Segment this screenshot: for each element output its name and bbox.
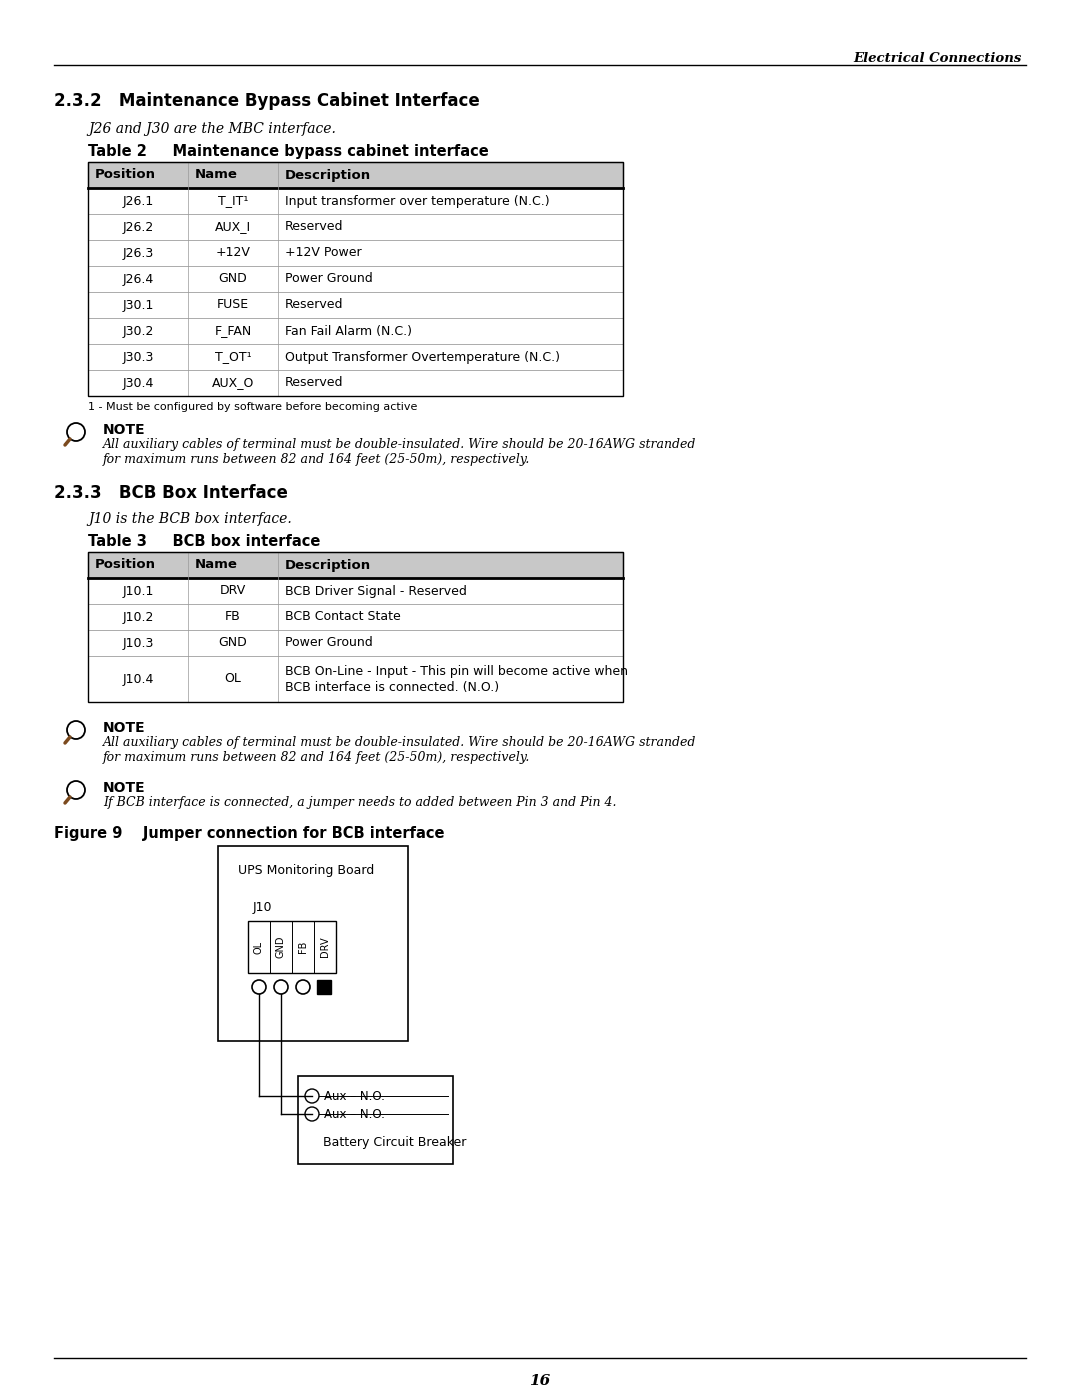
- Text: FB: FB: [298, 940, 308, 953]
- Bar: [218, 847, 408, 1041]
- Text: DRV: DRV: [220, 584, 246, 598]
- Circle shape: [67, 721, 85, 739]
- Bar: [298, 1076, 453, 1164]
- Text: J26.1: J26.1: [122, 194, 153, 208]
- Text: GND: GND: [276, 936, 286, 958]
- Text: Reserved: Reserved: [285, 299, 343, 312]
- Text: BCB Contact State: BCB Contact State: [285, 610, 401, 623]
- Text: 1 - Must be configured by software before becoming active: 1 - Must be configured by software befor…: [87, 402, 417, 412]
- Bar: [87, 162, 623, 189]
- Text: Fan Fail Alarm (N.C.): Fan Fail Alarm (N.C.): [285, 324, 411, 338]
- Bar: [248, 921, 336, 972]
- Text: Figure 9    Jumper connection for BCB interface: Figure 9 Jumper connection for BCB inter…: [54, 826, 445, 841]
- Text: J10 is the BCB box interface.: J10 is the BCB box interface.: [87, 511, 292, 527]
- Bar: [87, 214, 623, 240]
- Circle shape: [305, 1090, 319, 1104]
- Bar: [318, 981, 330, 995]
- Text: J10.2: J10.2: [122, 610, 153, 623]
- Text: J10.1: J10.1: [122, 584, 153, 598]
- Bar: [87, 344, 623, 370]
- Bar: [87, 578, 623, 604]
- Text: All auxiliary cables of terminal must be double-insulated. Wire should be 20-16A: All auxiliary cables of terminal must be…: [103, 736, 697, 764]
- Text: J26.4: J26.4: [122, 272, 153, 285]
- Bar: [87, 319, 623, 344]
- Text: 16: 16: [529, 1375, 551, 1389]
- Text: 2.3.3   BCB Box Interface: 2.3.3 BCB Box Interface: [54, 483, 288, 502]
- Bar: [87, 292, 623, 319]
- Text: 2.3.2   Maintenance Bypass Cabinet Interface: 2.3.2 Maintenance Bypass Cabinet Interfa…: [54, 92, 480, 110]
- Text: All auxiliary cables of terminal must be double-insulated. Wire should be 20-16A: All auxiliary cables of terminal must be…: [103, 439, 697, 467]
- Text: OL: OL: [225, 672, 242, 686]
- Text: Output Transformer Overtemperature (N.C.): Output Transformer Overtemperature (N.C.…: [285, 351, 561, 363]
- Text: AUX_O: AUX_O: [212, 377, 254, 390]
- Text: J30.4: J30.4: [122, 377, 153, 390]
- Bar: [87, 240, 623, 265]
- Text: Battery Circuit Breaker: Battery Circuit Breaker: [323, 1136, 467, 1148]
- Text: J30.2: J30.2: [122, 324, 153, 338]
- Bar: [87, 189, 623, 214]
- Text: +12V Power: +12V Power: [285, 246, 362, 260]
- Circle shape: [274, 981, 288, 995]
- Bar: [87, 630, 623, 657]
- Text: J26.3: J26.3: [122, 246, 153, 260]
- Text: If BCB interface is connected, a jumper needs to added between Pin 3 and Pin 4.: If BCB interface is connected, a jumper …: [103, 796, 617, 809]
- Text: T_IT¹: T_IT¹: [218, 194, 248, 208]
- Text: FB: FB: [225, 610, 241, 623]
- Text: Power Ground: Power Ground: [285, 637, 373, 650]
- Text: UPS Monitoring Board: UPS Monitoring Board: [238, 863, 375, 877]
- Bar: [87, 162, 623, 395]
- Text: Electrical Connections: Electrical Connections: [853, 52, 1022, 66]
- Text: Table 3     BCB box interface: Table 3 BCB box interface: [87, 534, 321, 549]
- Text: Power Ground: Power Ground: [285, 272, 373, 285]
- Text: AUX_I: AUX_I: [215, 221, 251, 233]
- Text: J26 and J30 are the MBC interface.: J26 and J30 are the MBC interface.: [87, 122, 336, 136]
- Bar: [87, 265, 623, 292]
- Text: F_FAN: F_FAN: [214, 324, 252, 338]
- Circle shape: [67, 781, 85, 799]
- Bar: [87, 604, 623, 630]
- Text: BCB interface is connected. (N.O.): BCB interface is connected. (N.O.): [285, 680, 499, 694]
- Text: Name: Name: [195, 559, 238, 571]
- Text: J30.3: J30.3: [122, 351, 153, 363]
- Text: NOTE: NOTE: [103, 781, 146, 795]
- Bar: [87, 657, 623, 703]
- Text: Aux – N.O.: Aux – N.O.: [324, 1108, 384, 1120]
- Text: GND: GND: [218, 637, 247, 650]
- Text: GND: GND: [218, 272, 247, 285]
- Text: Reserved: Reserved: [285, 221, 343, 233]
- Text: Name: Name: [195, 169, 238, 182]
- Text: Aux – N.O.: Aux – N.O.: [324, 1090, 384, 1102]
- Text: NOTE: NOTE: [103, 423, 146, 437]
- Text: BCB On-Line - Input - This pin will become active when: BCB On-Line - Input - This pin will beco…: [285, 665, 627, 678]
- Bar: [87, 552, 623, 578]
- Bar: [87, 370, 623, 395]
- Text: BCB Driver Signal - Reserved: BCB Driver Signal - Reserved: [285, 584, 467, 598]
- Text: J10: J10: [253, 901, 272, 914]
- Text: DRV: DRV: [320, 936, 330, 957]
- Circle shape: [296, 981, 310, 995]
- Text: J10.3: J10.3: [122, 637, 153, 650]
- Text: Description: Description: [285, 169, 372, 182]
- Text: J26.2: J26.2: [122, 221, 153, 233]
- Circle shape: [67, 423, 85, 441]
- Text: FUSE: FUSE: [217, 299, 249, 312]
- Text: OL: OL: [254, 940, 264, 954]
- Text: J10.4: J10.4: [122, 672, 153, 686]
- Circle shape: [305, 1106, 319, 1120]
- Circle shape: [252, 981, 266, 995]
- Text: Position: Position: [95, 169, 156, 182]
- Text: +12V: +12V: [216, 246, 251, 260]
- Text: Input transformer over temperature (N.C.): Input transformer over temperature (N.C.…: [285, 194, 550, 208]
- Bar: [87, 552, 623, 703]
- Text: Table 2     Maintenance bypass cabinet interface: Table 2 Maintenance bypass cabinet inter…: [87, 144, 489, 159]
- Text: Position: Position: [95, 559, 156, 571]
- Text: Reserved: Reserved: [285, 377, 343, 390]
- Text: Description: Description: [285, 559, 372, 571]
- Text: NOTE: NOTE: [103, 721, 146, 735]
- Text: T_OT¹: T_OT¹: [215, 351, 252, 363]
- Text: J30.1: J30.1: [122, 299, 153, 312]
